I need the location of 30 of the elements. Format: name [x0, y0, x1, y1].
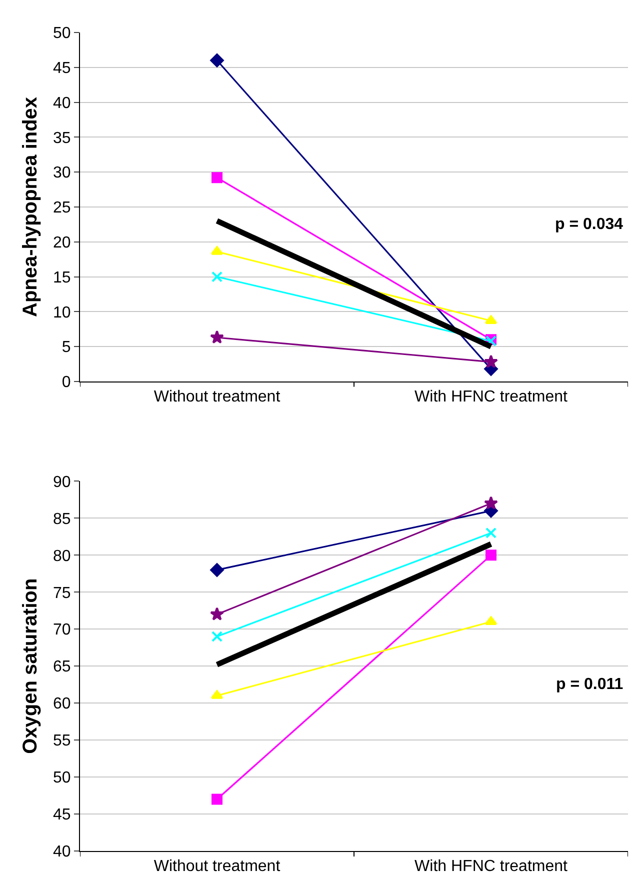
y-tick-label: 15 — [53, 269, 71, 286]
y-tick-label: 35 — [53, 130, 71, 147]
y-tick-label: 60 — [53, 696, 71, 713]
y-tick-label: 70 — [53, 622, 71, 639]
x-tick-label: Without treatment — [154, 858, 281, 876]
annotation: p = 0.011 — [556, 676, 624, 693]
y-axis-title: Apnea-hypopnea index — [20, 96, 42, 317]
y-tick-label: 50 — [53, 770, 71, 787]
y-tick-label: 25 — [53, 200, 71, 217]
y-tick-label: 40 — [53, 844, 71, 861]
x-tick-label: Without treatment — [154, 388, 281, 406]
y-tick-label: 20 — [53, 234, 71, 252]
x-tick-label: With HFNC treatment — [414, 858, 568, 876]
y-tick-label: 50 — [53, 25, 71, 42]
y-tick-label: 90 — [53, 474, 71, 491]
y-tick-label: 40 — [53, 94, 71, 112]
annotation: p = 0.034 — [555, 216, 624, 233]
y-tick-label: 55 — [53, 732, 71, 750]
y-tick-label: 45 — [53, 60, 71, 77]
y-tick-label: 30 — [53, 164, 71, 182]
y-tick-label: 45 — [53, 806, 71, 824]
y-tick-label: 10 — [53, 304, 71, 322]
y-axis-title: Oxygen saturation — [20, 578, 42, 754]
y-tick-label: 5 — [62, 339, 71, 356]
y-tick-label: 65 — [53, 658, 71, 676]
y-tick-label: 85 — [53, 510, 71, 528]
y-tick-label: 75 — [53, 584, 71, 602]
x-tick-label: With HFNC treatment — [414, 388, 568, 406]
y-tick-label: 80 — [53, 548, 71, 565]
y-tick-label: 0 — [62, 374, 71, 392]
